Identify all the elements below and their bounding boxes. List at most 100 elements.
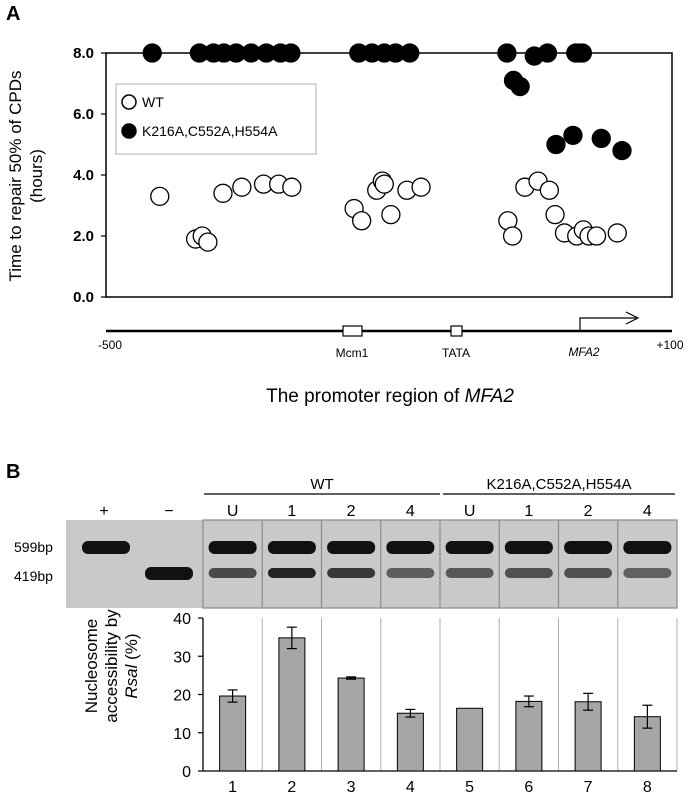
mutant-point — [497, 43, 517, 63]
wt-point — [545, 204, 565, 225]
gel-lane-label: 2 — [347, 503, 356, 520]
promoter-title-prefix: The promoter region of — [266, 386, 465, 407]
arrow-head-icon — [625, 311, 640, 325]
wt-point — [374, 174, 394, 194]
wt-point — [213, 183, 233, 203]
scatter-y-label-line1: Time to repair 50% of CPDs — [6, 71, 25, 282]
bar-x-tick-label: 4 — [406, 779, 415, 796]
bar-x-tick-label: 3 — [347, 779, 356, 796]
gel-lane-label: U — [227, 503, 239, 520]
mcm1-label: Mcm1 — [336, 346, 369, 360]
bar-y-label-enzyme: Rsal — [122, 663, 141, 698]
mutant-point — [142, 43, 162, 63]
gel-group-wt: WT — [310, 476, 333, 493]
band-size-599: 599bp — [14, 539, 53, 555]
wt-point — [502, 226, 523, 246]
scatter-y-tick-label: 4.0 — [73, 167, 94, 184]
transcription-start-arrow — [579, 317, 636, 331]
tata-box — [450, 325, 463, 337]
wt-point — [411, 177, 431, 197]
wt-point — [607, 223, 627, 243]
legend-marker-wt — [121, 94, 137, 110]
gel-band-599 — [564, 541, 613, 554]
gel-band-minus-419 — [145, 567, 193, 580]
wt-point — [351, 211, 372, 231]
bar-y-label-line2: accessibility by — [102, 609, 121, 723]
scatter-y-axis: 0.0 2.0 4.0 6.0 8.0 — [73, 45, 106, 306]
gel-band-plus-599 — [82, 541, 130, 554]
gel-lane-label: 4 — [643, 503, 652, 520]
mutant-point — [537, 43, 558, 63]
scatter-y-tick-label: 0.0 — [73, 289, 94, 306]
promoter-start-label: -500 — [98, 338, 122, 352]
bar-x-tick-label: 1 — [228, 779, 237, 796]
gel-band-599 — [327, 541, 376, 554]
bar-y-tick-label: 30 — [173, 649, 191, 666]
gel-band-599 — [623, 541, 672, 554]
bar — [456, 707, 484, 772]
bar-x-tick-label: 2 — [287, 779, 296, 796]
wt-point — [539, 180, 560, 200]
gel-background — [66, 520, 677, 608]
mutant-point — [591, 128, 611, 149]
bar — [219, 695, 247, 772]
wt-point — [150, 186, 170, 207]
gene-label: MFA2 — [568, 345, 599, 359]
panel-b-label: B — [6, 461, 20, 483]
mutant-point — [400, 43, 420, 63]
panel-a-label: A — [6, 3, 20, 25]
bar-y-label-unit: (%) — [122, 633, 141, 664]
gel-band-599 — [267, 541, 316, 554]
gel-lane-label: 1 — [287, 503, 296, 520]
gel-group-mutant: K216A,C552A,H554A — [486, 476, 631, 493]
bar-x-tick-label: 6 — [524, 779, 533, 796]
mutant-point — [281, 43, 301, 63]
gel-lane-label: 4 — [406, 503, 415, 520]
bar-y-tick-label: 40 — [173, 611, 191, 628]
promoter-title: The promoter region of MFA2 — [266, 386, 514, 407]
gel-bands — [82, 541, 672, 580]
gel-band-599 — [386, 541, 435, 554]
scatter-y-label-line2: (hours) — [27, 149, 46, 203]
gel-band-419 — [623, 568, 672, 578]
bar-y-label-line1: Nucleosome — [82, 619, 101, 714]
tata-label: TATA — [442, 346, 470, 360]
scatter-points — [142, 43, 632, 252]
wt-point — [198, 232, 218, 252]
bar — [396, 712, 424, 772]
gel-band-599 — [208, 541, 257, 554]
gel-band-419 — [445, 568, 494, 578]
promoter-title-gene: MFA2 — [465, 386, 515, 407]
bar-x-ticks: 1 2 3 4 5 6 7 8 — [228, 779, 652, 796]
mutant-point — [510, 76, 530, 97]
bar-y-tick-label: 10 — [173, 726, 191, 743]
gel-band-599 — [504, 541, 553, 554]
bar — [337, 677, 365, 772]
lane-label-plus: + — [99, 503, 108, 520]
gel-lane-dividers — [261, 520, 619, 608]
legend-marker-mutant — [121, 123, 137, 139]
lane-label-minus: − — [164, 503, 173, 520]
gel-band-419 — [327, 568, 376, 578]
gel-lane-label: U — [464, 503, 476, 520]
scatter-y-tick-label: 6.0 — [73, 106, 94, 123]
mutant-point — [572, 43, 593, 63]
gel-band-419 — [208, 568, 257, 578]
bar-x-tick-label: 7 — [584, 779, 593, 796]
gel-lane-label: 1 — [524, 503, 533, 520]
promoter-map: -500 Mcm1 TATA MFA2 +100 — [98, 311, 684, 360]
bar-x-tick-label: 5 — [465, 779, 474, 796]
bar-series — [219, 626, 661, 772]
legend-label-mutant: K216A,C552A,H554A — [142, 123, 278, 139]
bar-lane-lines — [261, 618, 678, 771]
gel-lane-labels: U 1 2 4 U 1 2 4 — [227, 503, 652, 520]
wt-point — [586, 226, 607, 246]
scatter-y-tick-label: 2.0 — [73, 228, 94, 245]
mutant-point — [546, 134, 566, 155]
mutant-point — [612, 140, 632, 161]
promoter-end-label: +100 — [656, 338, 683, 352]
gel-band-419 — [267, 568, 316, 578]
bar-x-tick-label: 8 — [643, 779, 652, 796]
gel-band-419 — [386, 568, 435, 578]
